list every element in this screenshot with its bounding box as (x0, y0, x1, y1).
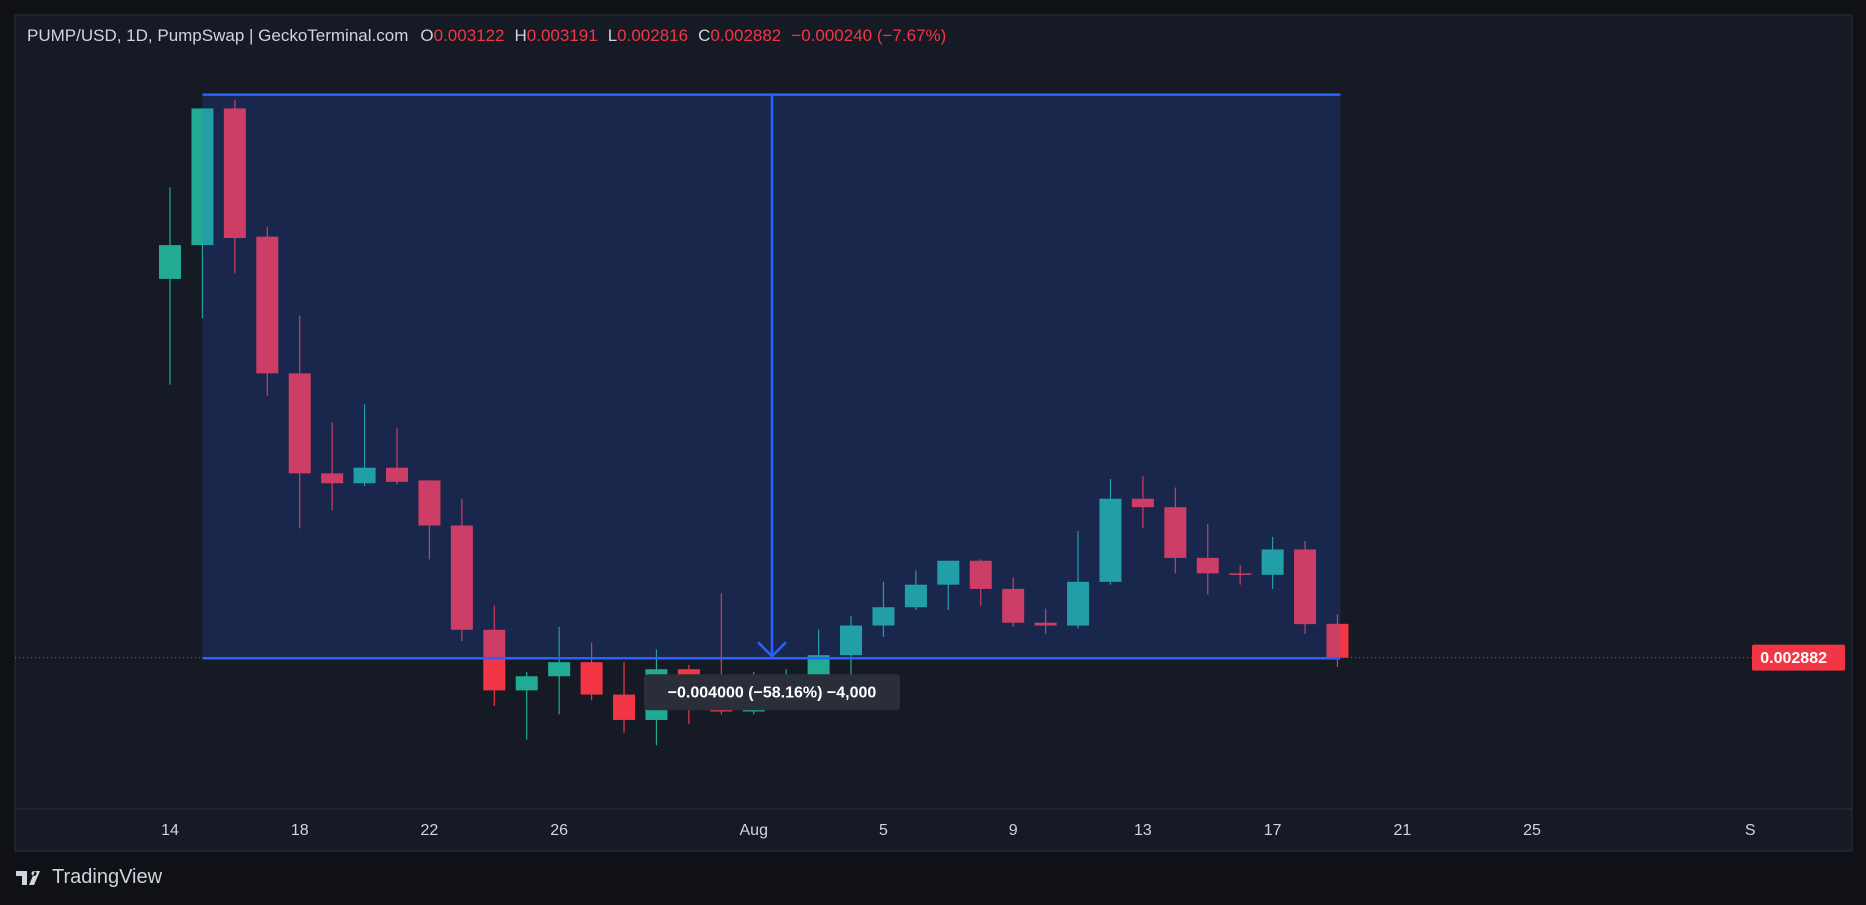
candle-body (1196, 557, 1219, 574)
legend-value: 0.002816 (617, 26, 689, 45)
candle-body (613, 694, 636, 720)
candle-body (580, 662, 603, 695)
candle-body (288, 373, 311, 474)
candle-body (515, 676, 538, 691)
x-tick-label: 14 (161, 822, 179, 839)
candle-body (1002, 588, 1025, 623)
last-price-label: 0.002882 (1760, 650, 1827, 667)
candle-body (386, 467, 409, 482)
last-price-tag (1752, 644, 1845, 671)
x-tick-label: 5 (879, 822, 888, 839)
candle-body (191, 108, 214, 246)
brand-name: TradingView (52, 866, 163, 888)
candle-body (450, 525, 473, 630)
candle-body (1067, 581, 1090, 626)
candle-body (1099, 498, 1122, 582)
candle-body (840, 625, 863, 656)
candle-body (256, 236, 279, 374)
x-tick-label: 13 (1134, 822, 1152, 839)
candle-body (223, 108, 246, 239)
candle-body (872, 607, 895, 626)
x-axis: 14 18 22 26 Aug 5 9 13 17 21 25 Sep (161, 822, 1774, 839)
candle-body (1164, 507, 1187, 558)
measure-arrowhead (757, 641, 787, 658)
candle-body (937, 560, 960, 585)
candle-body (548, 662, 571, 677)
legend-label: C (698, 26, 711, 45)
x-tick-label: 9 (1009, 822, 1018, 839)
candle-body (969, 560, 992, 589)
symbol-title: PUMP/USD, 1D, PumpSwap | GeckoTerminal.c… (27, 26, 409, 45)
legend-value: 0.003122 (433, 26, 505, 45)
candle-body (1294, 549, 1317, 625)
candle-body (1034, 622, 1057, 626)
candle-body (353, 467, 376, 484)
candle-body (1131, 498, 1154, 508)
x-tick-label: 25 (1523, 822, 1541, 839)
logo (16, 870, 40, 885)
chart-panel (14, 14, 1853, 852)
legend-change: −0.000240 (−7.67%) (791, 26, 947, 45)
x-tick-label: 21 (1393, 822, 1411, 839)
x-tick-label: 26 (550, 822, 568, 839)
legend-label: L (607, 26, 618, 45)
candle-body (904, 584, 927, 608)
x-tick-label: 22 (421, 822, 439, 839)
x-tick-label: 18 (291, 822, 309, 839)
legend-value: 0.002882 (710, 26, 782, 45)
legend-label: H (514, 26, 527, 45)
candle-body (1229, 573, 1252, 575)
candle-body (159, 245, 181, 279)
candle-body (1326, 623, 1349, 658)
x-tick-label: Sep (1745, 822, 1774, 839)
branding[interactable]: TradingView (16, 866, 162, 889)
candle-body (321, 473, 344, 484)
candle-body (483, 629, 506, 691)
legend-label: O (420, 26, 434, 45)
candle-body (418, 480, 441, 526)
measure-tooltip (644, 674, 900, 711)
x-tick-label: 17 (1264, 822, 1282, 839)
measure-label: −0.004000 (−58.16%) −4,000 (668, 684, 877, 701)
x-tick-label: Aug (740, 822, 768, 839)
candle-body (1261, 549, 1284, 575)
legend: PUMP/USD, 1D, PumpSwap | GeckoTerminal.c… (27, 26, 956, 46)
legend-value: 0.003191 (526, 26, 598, 45)
